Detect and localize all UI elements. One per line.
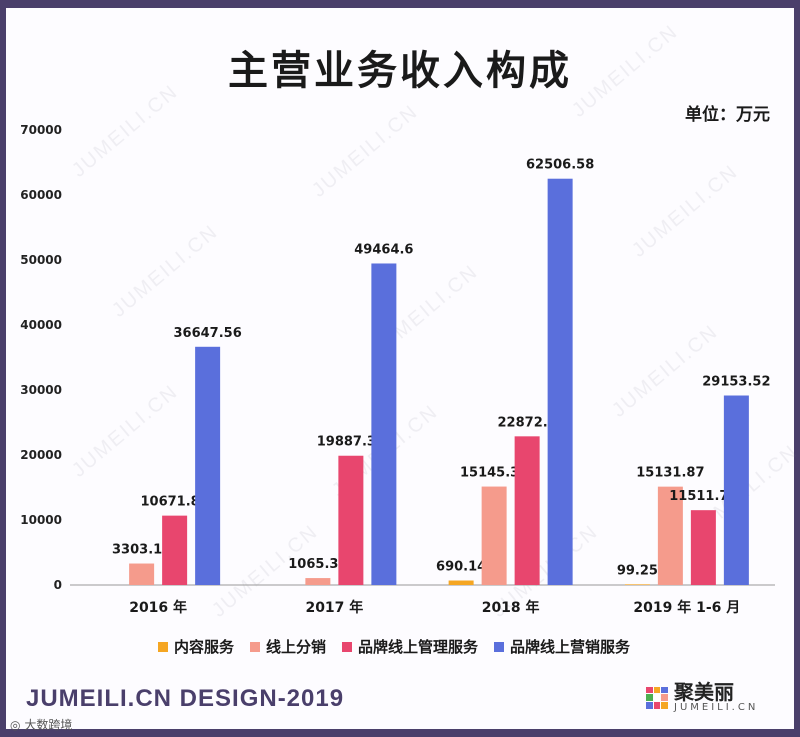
data-label: 62506.58: [526, 158, 594, 173]
logo-text: 聚美丽: [674, 680, 734, 704]
legend-item-brand-online-management: 品牌线上管理服务: [342, 636, 478, 657]
y-tick-label: 40000: [20, 318, 62, 332]
y-tick-label: 0: [54, 578, 62, 592]
y-tick-label: 70000: [20, 123, 62, 137]
data-label: 15145.32: [460, 466, 528, 481]
legend-swatch: [494, 641, 505, 652]
x-tick-label: 2016 年: [129, 599, 187, 616]
data-label: 22872.5: [498, 415, 557, 430]
bar-3: [690, 510, 716, 585]
bar-3: [162, 515, 188, 585]
data-label: 10671.88: [140, 495, 208, 510]
legend-label: 内容服务: [174, 638, 235, 656]
unit-label: 单位：万元: [685, 105, 770, 125]
logo-grid-icon: [646, 686, 668, 709]
data-label: 49464.6: [354, 242, 413, 257]
y-tick-label: 30000: [20, 383, 62, 397]
y-tick-label: 20000: [20, 448, 62, 462]
x-tick-label: 2019 年 1-6 月: [633, 599, 740, 616]
legend-swatch: [158, 641, 168, 652]
data-label: 29153.52: [702, 375, 770, 390]
bar-4: [547, 178, 573, 586]
footer-brand-text: JUMEILI.CN DESIGN-2019: [26, 685, 345, 712]
legend-label: 品牌线上管理服务: [358, 638, 479, 656]
data-label: 99.25: [617, 563, 658, 578]
y-tick-label: 60000: [20, 188, 62, 202]
bar-4: [371, 263, 397, 585]
legend-label: 品牌线上营销服务: [510, 638, 631, 656]
bar-1: [624, 584, 650, 585]
weibo-credit: ◎ 大数跨境: [10, 716, 72, 733]
legend-item-online-distribution: 线上分销: [250, 636, 326, 657]
bar-2: [129, 563, 155, 585]
y-tick-label: 10000: [20, 513, 62, 527]
legend-label: 线上分销: [266, 638, 327, 656]
bar-2: [305, 578, 331, 585]
weibo-icon: ◎: [10, 718, 21, 732]
data-label: 690.14: [436, 560, 486, 575]
bar-4: [723, 395, 749, 585]
data-label: 1065.35: [288, 557, 347, 572]
legend-swatch: [342, 641, 353, 652]
legend: 内容服务 线上分销 品牌线上管理服务 品牌线上营销服务: [158, 636, 630, 657]
bar-3: [338, 455, 364, 585]
x-tick-label: 2017 年: [305, 599, 363, 616]
data-label: 3303.16: [112, 543, 171, 558]
data-label: 15131.87: [636, 466, 704, 481]
legend-item-brand-online-marketing: 品牌线上营销服务: [494, 636, 630, 657]
bar-3: [514, 436, 540, 585]
legend-item-content-service: 内容服务: [158, 636, 234, 657]
y-tick-label: 50000: [20, 253, 62, 267]
logo-subtext: JUMEILI.CN: [674, 702, 759, 713]
x-tick-label: 2018 年: [482, 599, 540, 616]
bar-2: [657, 486, 683, 585]
bar-4: [195, 346, 221, 585]
data-label: 36647.56: [173, 326, 241, 341]
chart-title: 主营业务收入构成: [228, 48, 572, 94]
data-label: 19887.34: [317, 435, 385, 450]
data-label: 11511.76: [669, 489, 737, 504]
brand-logo: 聚美丽 JUMEILI.CN: [646, 682, 758, 713]
weibo-name: 大数跨境: [24, 718, 73, 732]
legend-swatch: [250, 641, 261, 652]
bar-2: [481, 486, 507, 585]
bar-1: [448, 580, 474, 585]
